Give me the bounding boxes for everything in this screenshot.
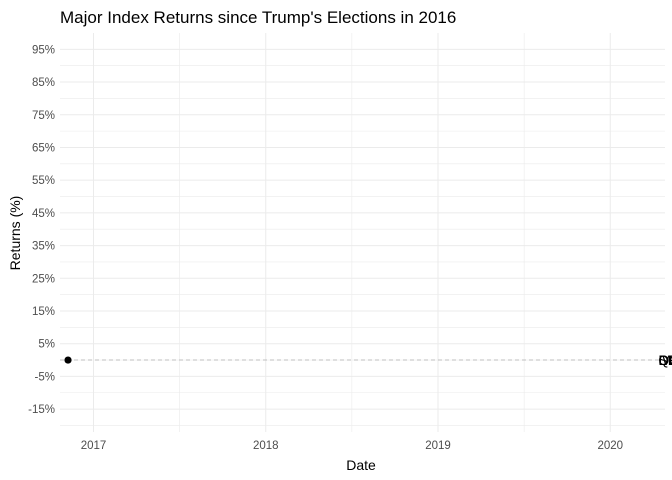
end-label-dia: DIA [658, 352, 672, 368]
end-label-spy: SPY [658, 352, 672, 368]
y-tick-label: 15% [32, 306, 55, 318]
y-tick-label: 45% [32, 208, 55, 220]
end-label-iwm: IWM [658, 352, 672, 368]
end-label-qqq: QQQ [658, 352, 672, 368]
y-tick-label: 85% [32, 77, 55, 89]
grid-major [60, 33, 665, 432]
y-tick-label: 25% [32, 273, 55, 285]
marks: DIASPYQQQIWM [64, 352, 672, 368]
x-axis-ticks: 2017 2018 2019 2020 [81, 440, 623, 452]
x-tick-label: 2020 [597, 440, 623, 452]
y-tick-label: 95% [32, 44, 55, 56]
grid-minor [60, 33, 665, 432]
y-tick-label: 65% [32, 142, 55, 154]
chart-title: Major Index Returns since Trump's Electi… [60, 8, 456, 27]
x-tick-label: 2017 [81, 440, 107, 452]
start-point [64, 356, 72, 364]
y-tick-label: 55% [32, 175, 55, 187]
y-axis-title: Returns (%) [7, 196, 23, 271]
y-tick-label: 75% [32, 110, 55, 122]
y-axis-ticks: -15% -5% 5% 15% 25% 35% 45% 55% 65% 75% 85% 95% [28, 44, 55, 416]
x-tick-label: 2018 [253, 440, 279, 452]
y-tick-label: 35% [32, 241, 55, 253]
y-tick-label: -5% [35, 371, 55, 383]
y-tick-label: -15% [28, 404, 55, 416]
x-axis-title: Date [346, 457, 376, 473]
y-tick-label: 5% [38, 339, 55, 351]
x-tick-label: 2019 [425, 440, 451, 452]
